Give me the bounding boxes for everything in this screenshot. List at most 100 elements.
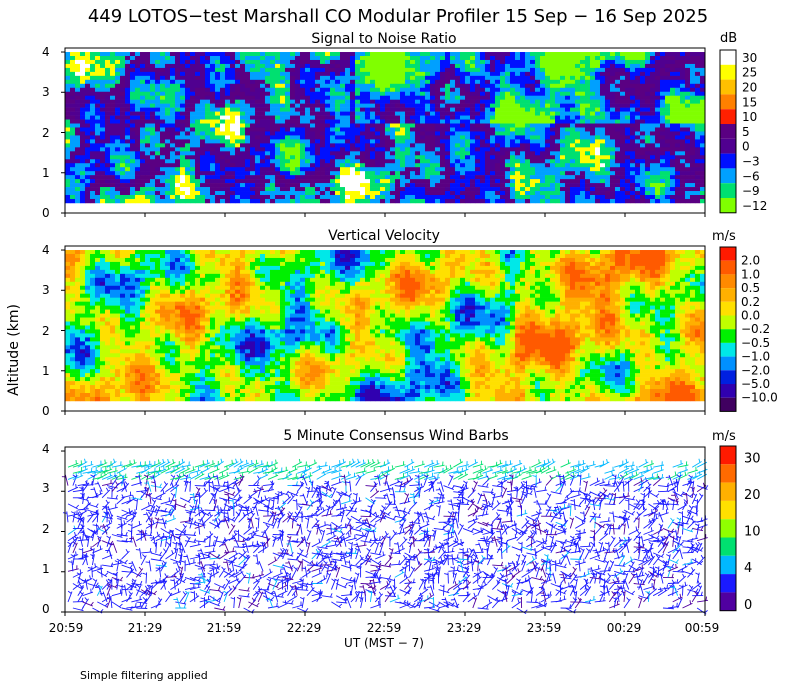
heatmap-cell: [195, 71, 201, 77]
heatmap-cell: [575, 127, 581, 132]
heatmap-cell: [145, 79, 151, 85]
heatmap-cell: [545, 111, 551, 116]
heatmap-cell: [150, 119, 156, 124]
heatmap-cell: [285, 139, 291, 144]
heatmap-cell: [565, 163, 571, 168]
heatmap-cell: [350, 95, 356, 100]
heatmap-cell: [420, 115, 426, 120]
heatmap-cell: [385, 63, 391, 69]
heatmap-cell: [580, 139, 586, 144]
heatmap-cell: [660, 187, 666, 192]
heatmap-cell: [375, 163, 381, 168]
heatmap-cell: [190, 67, 196, 73]
heatmap-cell: [620, 52, 626, 57]
heatmap-cell: [390, 103, 396, 108]
heatmap-cell: [605, 143, 611, 148]
heatmap-cell: [285, 163, 291, 168]
heatmap-cell: [630, 83, 636, 89]
heatmap-cell: [160, 159, 166, 164]
heatmap-cell: [370, 52, 376, 57]
heatmap-cell: [285, 143, 291, 148]
heatmap-cell: [360, 79, 366, 85]
heatmap-cell: [690, 135, 696, 140]
heatmap-cell: [110, 139, 116, 144]
heatmap-cell: [605, 151, 611, 156]
heatmap-cell: [650, 123, 656, 128]
heatmap-cell: [65, 171, 71, 176]
heatmap-cell: [500, 83, 506, 89]
heatmap-cell: [125, 91, 131, 97]
heatmap-cell: [650, 187, 656, 192]
heatmap-cell: [485, 167, 491, 172]
heatmap-cell: [75, 143, 81, 148]
heatmap-cell: [160, 56, 166, 61]
heatmap-cell: [400, 63, 406, 69]
heatmap-cell: [700, 191, 706, 196]
heatmap-cell: [375, 107, 381, 112]
heatmap-cell: [295, 195, 301, 200]
heatmap-cell: [240, 111, 246, 116]
heatmap-cell: [270, 191, 276, 196]
heatmap-cell: [340, 67, 346, 73]
heatmap-cell: [210, 143, 216, 148]
heatmap-cell: [330, 187, 336, 192]
heatmap-cell: [435, 71, 441, 77]
heatmap-cell: [150, 151, 156, 156]
heatmap-cell: [295, 63, 301, 69]
heatmap-cell: [260, 139, 266, 144]
heatmap-cell: [115, 75, 121, 81]
heatmap-cell: [305, 75, 311, 81]
heatmap-cell: [90, 163, 96, 168]
heatmap-cell: [270, 75, 276, 81]
heatmap-cell: [265, 59, 271, 65]
heatmap-cell: [175, 191, 181, 196]
heatmap-cell: [550, 198, 556, 204]
heatmap-cell: [500, 99, 506, 104]
heatmap-cell: [105, 75, 111, 81]
heatmap-cell: [305, 179, 311, 184]
heatmap-cell: [600, 99, 606, 104]
heatmap-cell: [225, 191, 231, 196]
heatmap-cell: [315, 56, 321, 61]
heatmap-cell: [190, 195, 196, 200]
heatmap-cell: [110, 107, 116, 112]
heatmap-cell: [545, 107, 551, 112]
heatmap-cell: [180, 56, 186, 61]
heatmap-cell: [315, 79, 321, 85]
heatmap-cell: [620, 83, 626, 89]
heatmap-cell: [620, 175, 626, 180]
heatmap-cell: [350, 147, 356, 152]
heatmap-cell: [495, 179, 501, 184]
heatmap-cell: [440, 115, 446, 120]
heatmap-cell: [395, 147, 401, 152]
heatmap-cell: [180, 59, 186, 65]
heatmap-cell: [355, 99, 361, 104]
heatmap-cell: [490, 163, 496, 168]
heatmap-cell: [290, 167, 296, 172]
heatmap-cell: [660, 131, 666, 136]
heatmap-cell: [285, 123, 291, 128]
heatmap-cell: [505, 131, 511, 136]
heatmap-cell: [200, 131, 206, 136]
heatmap-cell: [145, 151, 151, 156]
heatmap-cell: [400, 198, 406, 204]
heatmap-cell: [80, 107, 86, 112]
heatmap-cell: [145, 115, 151, 120]
heatmap-cell: [375, 127, 381, 132]
heatmap-cell: [155, 91, 161, 97]
heatmap-cell: [115, 195, 121, 200]
heatmap-cell: [620, 56, 626, 61]
heatmap-cell: [655, 191, 661, 196]
heatmap-cell: [610, 119, 616, 124]
heatmap-cell: [325, 95, 331, 100]
heatmap-cell: [570, 127, 576, 132]
heatmap-cell: [695, 195, 701, 200]
heatmap-cell: [505, 59, 511, 65]
heatmap-cell: [170, 191, 176, 196]
heatmap-cell: [180, 139, 186, 144]
heatmap-cell: [560, 71, 566, 77]
heatmap-cell: [320, 63, 326, 69]
heatmap-cell: [255, 131, 261, 136]
heatmap-cell: [370, 87, 376, 93]
heatmap-cell: [450, 123, 456, 128]
